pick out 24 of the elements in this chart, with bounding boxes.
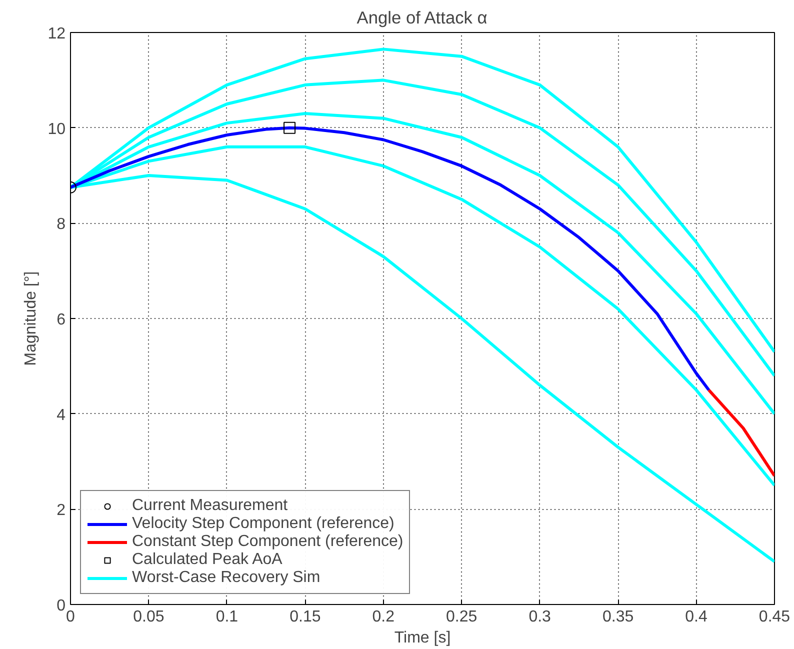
y-tick-label: 4 (56, 406, 66, 424)
x-tick-label: 0.2 (372, 608, 395, 626)
x-tick-label: 0.4 (685, 608, 708, 626)
legend-label: Constant Step Component (reference) (132, 533, 404, 551)
y-tick-label: 12 (48, 26, 66, 42)
y-tick-label: 10 (48, 120, 66, 138)
x-tick-label: 0.3 (528, 608, 552, 626)
x-tick-label: 0.05 (133, 608, 164, 626)
x-tick-label: 0.15 (290, 608, 321, 626)
y-tick-label: 6 (56, 312, 66, 328)
chart-title: Angle of Attack α (356, 8, 488, 28)
y-tick-label: 8 (56, 216, 66, 234)
legend-label: Velocity Step Component (reference) (132, 515, 394, 533)
x-tick-label: 0.35 (602, 608, 634, 626)
y-tick-label: 2 (56, 502, 66, 520)
y-axis-title: Magnitude [°] (22, 271, 40, 366)
x-tick-label: 0.1 (216, 608, 238, 626)
legend-label: Current Measurement (132, 497, 288, 515)
legend-label: Calculated Peak AoA (132, 551, 282, 569)
x-tick-label: 0.45 (758, 608, 790, 626)
legend-label: Worst-Case Recovery Sim (132, 569, 320, 587)
x-axis-title: Time [s] (394, 630, 451, 646)
x-tick-label: 0.25 (446, 608, 478, 626)
y-tick-label: 0 (56, 598, 66, 614)
